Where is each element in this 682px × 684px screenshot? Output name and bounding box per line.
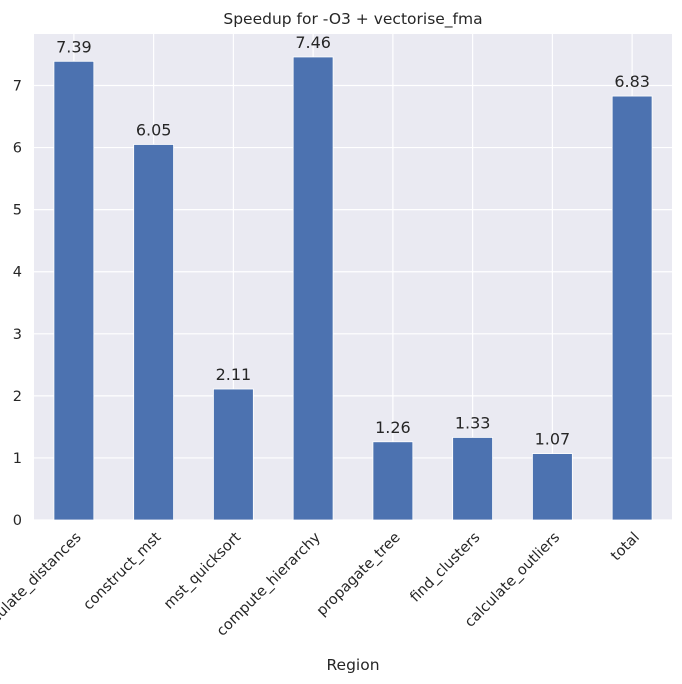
x-tick-label: propagate_tree	[314, 529, 404, 619]
plot-area	[34, 34, 672, 520]
bar-mst_quicksort	[213, 388, 254, 521]
x-tick-label: total	[608, 530, 643, 565]
bar-construct_mst	[133, 144, 174, 521]
value-label: 1.07	[535, 430, 571, 449]
y-tick-label: 1	[13, 451, 22, 467]
y-tick-label: 7	[13, 79, 22, 95]
value-label: 6.83	[614, 72, 650, 91]
y-tick-label: 3	[13, 327, 22, 343]
y-axis-ticks: 0 1 2 3 4 5 6 7	[13, 79, 22, 529]
value-label: 2.11	[216, 365, 252, 384]
bar-propagate_tree	[372, 441, 414, 521]
bar-calculate_outliers	[532, 453, 573, 521]
value-label: 7.46	[295, 33, 331, 52]
bar-find_clusters	[452, 437, 493, 521]
y-tick-label: 5	[13, 203, 22, 219]
x-tick-label: find_clusters	[407, 530, 483, 606]
y-tick-label: 6	[13, 141, 22, 157]
x-axis-label: Region	[326, 656, 379, 674]
x-tick-label: calculate_distances	[0, 530, 85, 642]
bar-compute_hierarchy	[292, 56, 334, 521]
y-tick-label: 0	[13, 513, 22, 529]
x-axis-ticks: calculate_distancesconstruct_mstmst_quic…	[0, 529, 643, 641]
bar-calculate_distances	[53, 60, 95, 521]
value-label: 1.26	[375, 418, 411, 437]
value-labels: 7.39 6.05 2.11 7.46 1.26 1.33 1.07 6.83	[56, 33, 650, 449]
value-label: 1.33	[455, 413, 491, 432]
value-label: 6.05	[136, 120, 172, 139]
value-label: 7.39	[56, 37, 92, 56]
y-tick-label: 2	[13, 389, 22, 405]
y-tick-label: 4	[13, 265, 22, 281]
x-tick-label: construct_mst	[81, 529, 165, 613]
chart-title: Speedup for -O3 + vectorise_fma	[223, 10, 482, 29]
bars	[53, 56, 653, 521]
x-tick-label: mst_quicksort	[161, 529, 244, 612]
bar-total	[611, 95, 653, 521]
